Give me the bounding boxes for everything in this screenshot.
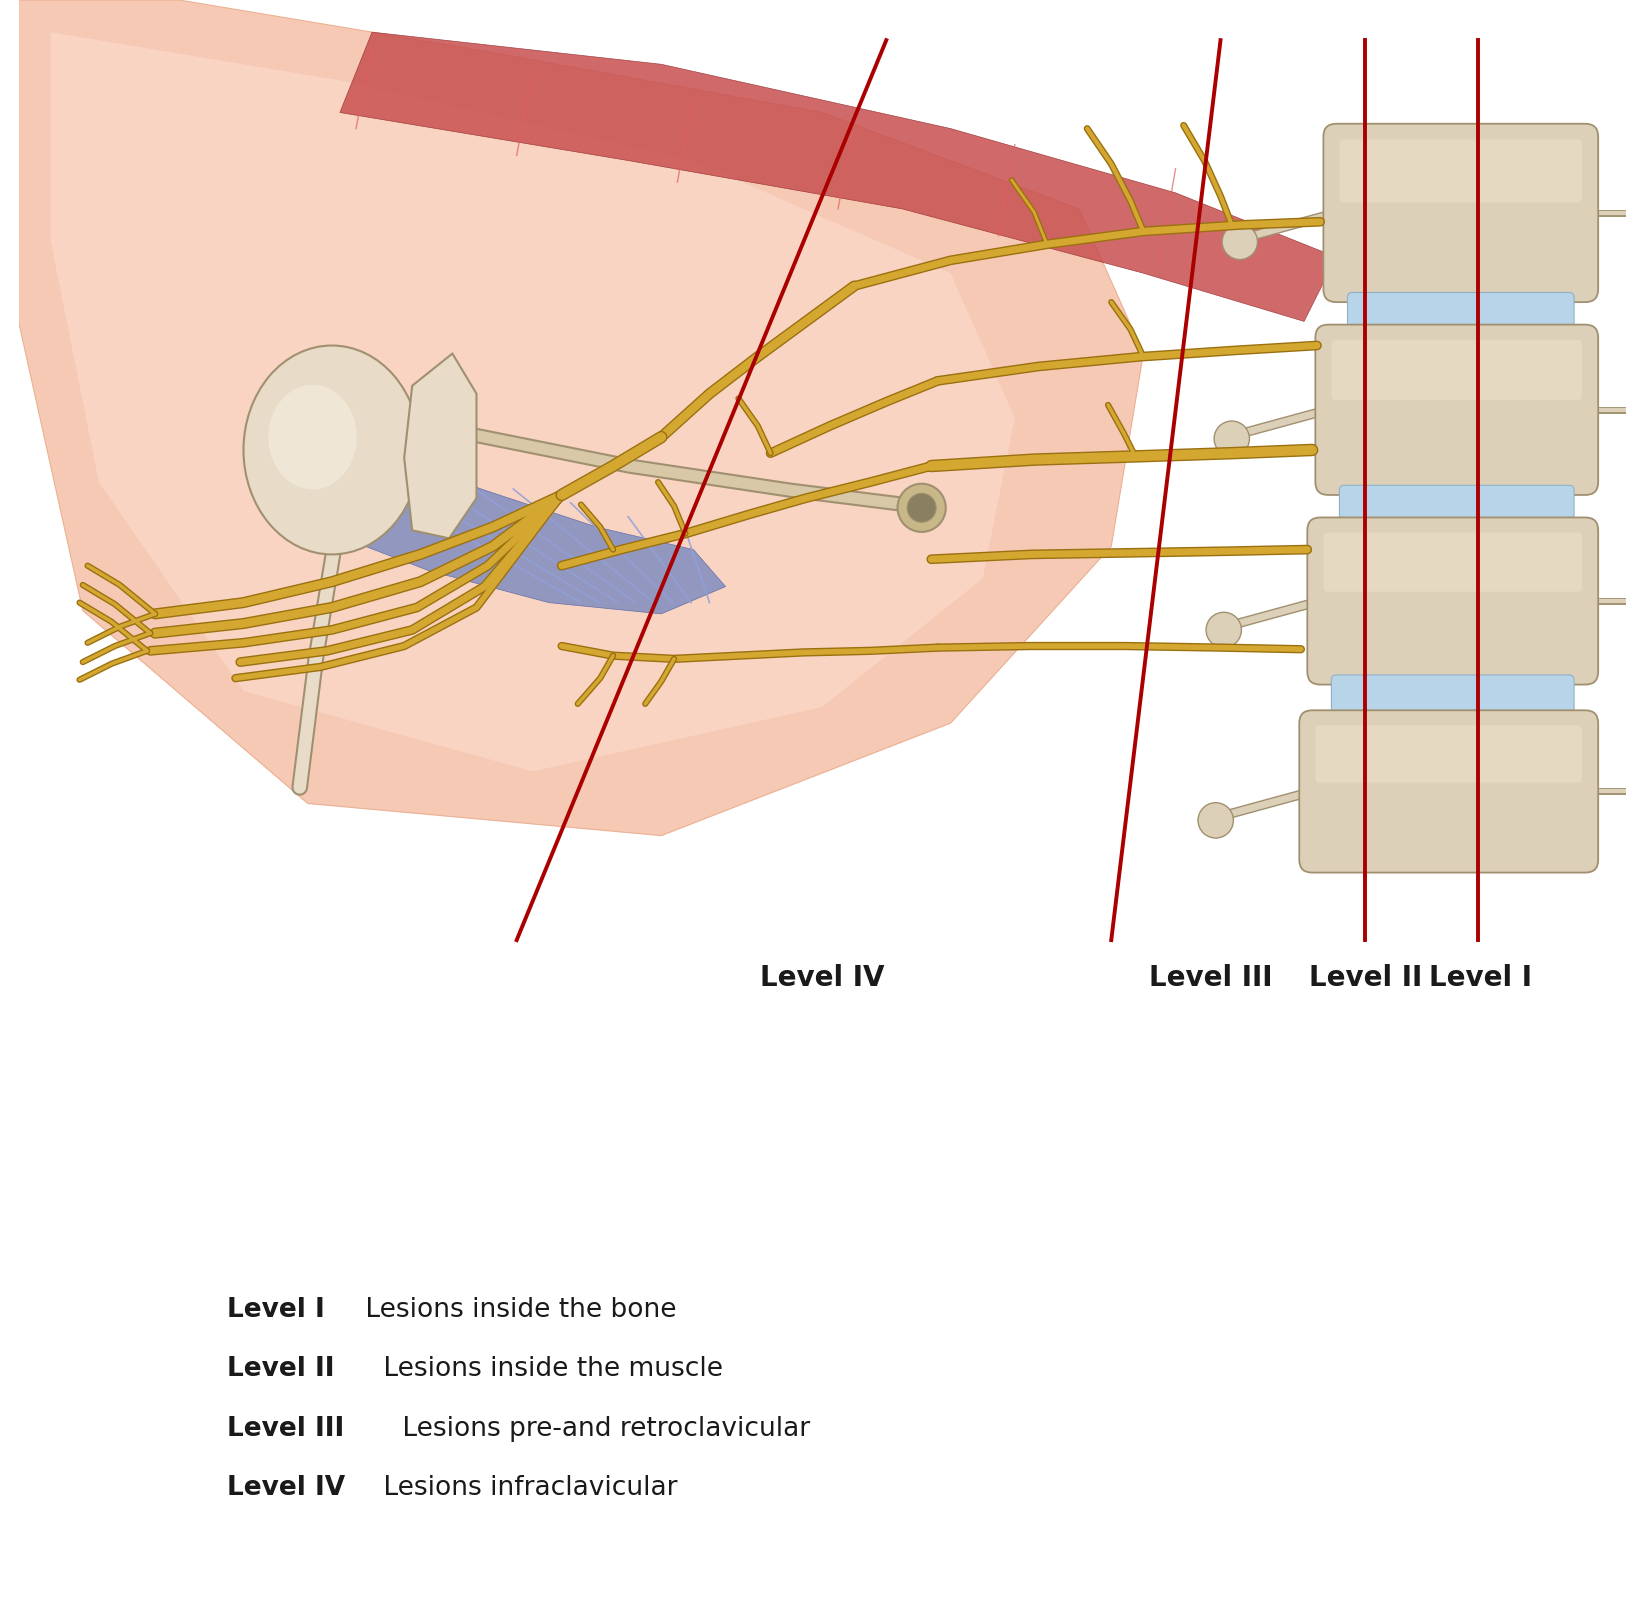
FancyBboxPatch shape: [1307, 517, 1598, 685]
Ellipse shape: [268, 386, 357, 489]
FancyBboxPatch shape: [1315, 325, 1598, 495]
FancyBboxPatch shape: [1340, 140, 1582, 202]
Ellipse shape: [907, 493, 935, 522]
Text: Lesions pre-and retroclavicular: Lesions pre-and retroclavicular: [393, 1416, 810, 1441]
Ellipse shape: [1221, 225, 1258, 260]
Polygon shape: [51, 32, 1014, 771]
Polygon shape: [260, 418, 725, 614]
Text: Level II: Level II: [227, 1356, 335, 1382]
Text: Level IV: Level IV: [760, 964, 884, 992]
Text: Lesions inside the muscle: Lesions inside the muscle: [375, 1356, 723, 1382]
Ellipse shape: [243, 346, 421, 554]
FancyBboxPatch shape: [1348, 292, 1573, 342]
Ellipse shape: [1198, 802, 1233, 839]
Text: Lesions inside the bone: Lesions inside the bone: [357, 1297, 676, 1323]
FancyBboxPatch shape: [1340, 485, 1573, 535]
Text: Level II: Level II: [1309, 964, 1422, 992]
FancyBboxPatch shape: [1332, 341, 1582, 400]
Text: Level IV: Level IV: [227, 1475, 345, 1501]
Polygon shape: [340, 32, 1337, 321]
Ellipse shape: [1215, 421, 1249, 456]
FancyBboxPatch shape: [1332, 675, 1573, 728]
Text: Lesions infraclavicular: Lesions infraclavicular: [375, 1475, 677, 1501]
FancyBboxPatch shape: [1299, 710, 1598, 873]
FancyBboxPatch shape: [1323, 532, 1582, 591]
FancyBboxPatch shape: [1323, 124, 1598, 302]
Text: Level I: Level I: [227, 1297, 326, 1323]
Ellipse shape: [1207, 612, 1241, 648]
Text: Level III: Level III: [227, 1416, 345, 1441]
FancyBboxPatch shape: [1315, 725, 1582, 783]
Text: Level I: Level I: [1429, 964, 1532, 992]
Ellipse shape: [898, 484, 945, 532]
Text: Level III: Level III: [1149, 964, 1272, 992]
Polygon shape: [18, 0, 1143, 836]
Polygon shape: [404, 354, 477, 538]
